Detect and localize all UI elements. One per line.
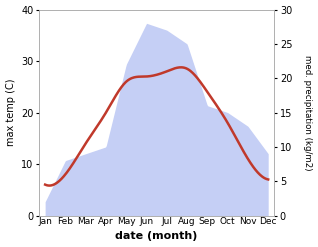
Y-axis label: med. precipitation (kg/m2): med. precipitation (kg/m2) bbox=[303, 55, 313, 170]
Y-axis label: max temp (C): max temp (C) bbox=[5, 79, 16, 146]
X-axis label: date (month): date (month) bbox=[115, 231, 198, 242]
